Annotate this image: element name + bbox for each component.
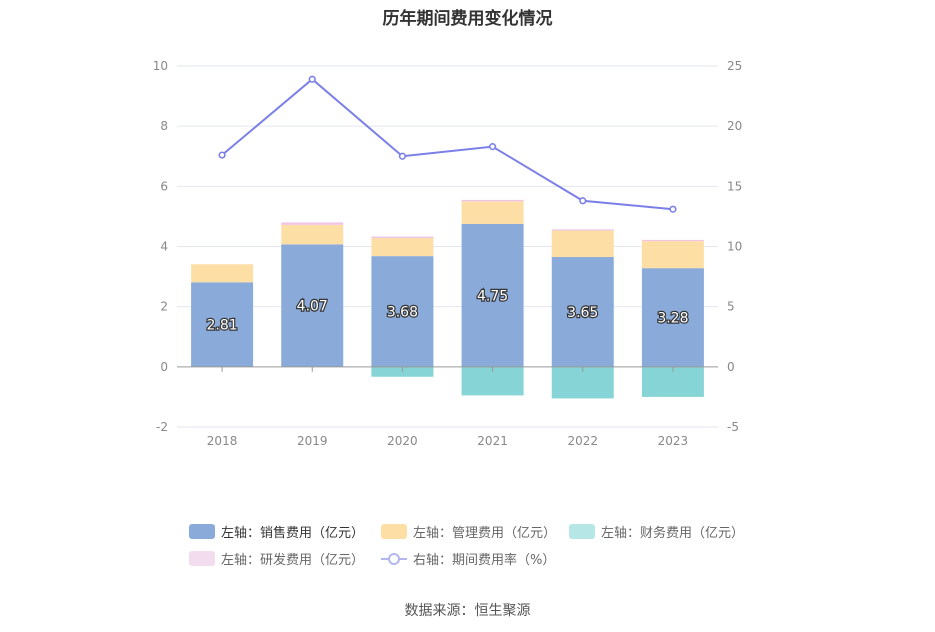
y-left-tick-label: 4 — [160, 240, 168, 254]
bar-sales — [461, 223, 524, 367]
y-left-tick-label: -2 — [156, 420, 168, 434]
y-right-tick-label: 10 — [727, 240, 742, 254]
x-tick-label: 2018 — [207, 434, 238, 448]
legend-swatch-rnd — [189, 551, 215, 566]
x-tick-label: 2019 — [297, 434, 328, 448]
bar-admin — [191, 264, 254, 283]
bar-sales — [371, 256, 434, 367]
y-left-tick-label: 8 — [160, 119, 168, 133]
bar-finance — [641, 366, 704, 397]
line-point-rate — [669, 205, 677, 213]
bar-sales — [551, 257, 614, 367]
y-left-tick-label: 10 — [153, 59, 168, 73]
legend-item-admin[interactable]: 左轴：管理费用（亿元） — [381, 522, 556, 541]
line-point-rate — [218, 151, 226, 159]
y-left-tick-label: 2 — [160, 300, 168, 314]
bar-finance — [551, 366, 614, 399]
bar-sales — [641, 268, 704, 367]
legend-swatch-rate — [381, 551, 407, 566]
x-tick-label: 2023 — [658, 434, 689, 448]
bar-admin — [461, 201, 524, 224]
bar-admin — [371, 238, 434, 257]
line-point-rate — [398, 152, 407, 160]
legend-item-rnd[interactable]: 左轴：研发费用（亿元） — [189, 549, 364, 568]
y-right-tick-label: 0 — [727, 360, 735, 374]
legend-label-rnd: 左轴：研发费用（亿元） — [221, 553, 365, 568]
y-left-tick-label: 0 — [160, 360, 168, 374]
chart-title: 历年期间费用变化情况 — [382, 9, 553, 29]
line-point-rate — [579, 197, 587, 205]
legend-swatch-sales — [189, 524, 215, 539]
bar-admin — [281, 224, 344, 245]
data-label-sales: 2.81 — [206, 318, 237, 334]
legend-label-finance: 左轴：财务费用（亿元） — [601, 526, 745, 541]
chart-area: 2.81 4.07 3.68 4.75 3.65 3.28 -2 0 2 4 6 8 10 -5 0 5 10… — [153, 59, 743, 448]
axis-labels-group: -2 0 2 4 6 8 10 -5 0 5 10 15 20 25 2018 2019 2020 2021 202… — [153, 59, 743, 448]
data-labels-group: 2.81 4.07 3.68 4.75 3.65 3.28 — [205, 287, 689, 335]
legend-item-rate[interactable]: 右轴：期间费用率（%） — [381, 549, 555, 568]
line-point-rate — [488, 143, 497, 151]
bar-rnd — [461, 199, 524, 202]
line-point-rate — [308, 75, 316, 83]
y-right-tick-label: 25 — [727, 59, 742, 73]
bar-admin — [551, 230, 614, 258]
y-right-tick-label: 20 — [727, 119, 742, 133]
legend-swatch-finance — [569, 524, 595, 539]
legend-label-rate: 右轴：期间费用率（%） — [413, 553, 556, 568]
legend-label-admin: 左轴：管理费用（亿元） — [413, 526, 557, 541]
y-right-tick-label: 5 — [727, 300, 735, 314]
data-label-sales: 3.68 — [387, 304, 418, 320]
y-right-tick-label: 15 — [727, 179, 742, 193]
line-rate — [221, 77, 674, 211]
legend-swatch-admin — [381, 524, 407, 539]
bar-rnd — [551, 229, 614, 231]
data-label-sales: 3.65 — [567, 305, 598, 321]
y-right-tick-label: -5 — [727, 420, 739, 434]
data-label-sales: 4.07 — [297, 299, 328, 315]
rate-line-group — [218, 75, 677, 213]
bar-rnd — [371, 236, 434, 239]
data-label-sales: 4.75 — [477, 288, 508, 304]
x-tick-label: 2021 — [477, 434, 508, 448]
bar-rnd — [281, 222, 344, 225]
legend-item-finance[interactable]: 左轴：财务费用（亿元） — [569, 522, 744, 541]
legend-label-sales: 左轴：销售费用（亿元） — [221, 526, 365, 541]
y-left-tick-label: 6 — [160, 179, 168, 193]
bar-sales — [191, 282, 254, 367]
grid-lines — [177, 65, 718, 428]
bar-rnd — [641, 239, 704, 242]
legend-item-sales[interactable]: 左轴：销售费用（亿元） — [189, 522, 364, 541]
bar-sales — [281, 244, 344, 367]
x-tick-label: 2022 — [567, 434, 598, 448]
bar-admin — [641, 241, 704, 269]
x-tick-label: 2020 — [387, 434, 418, 448]
data-label-sales: 3.28 — [657, 310, 688, 326]
data-source: 数据来源：恒生聚源 — [404, 603, 531, 619]
bars-group — [191, 199, 704, 399]
